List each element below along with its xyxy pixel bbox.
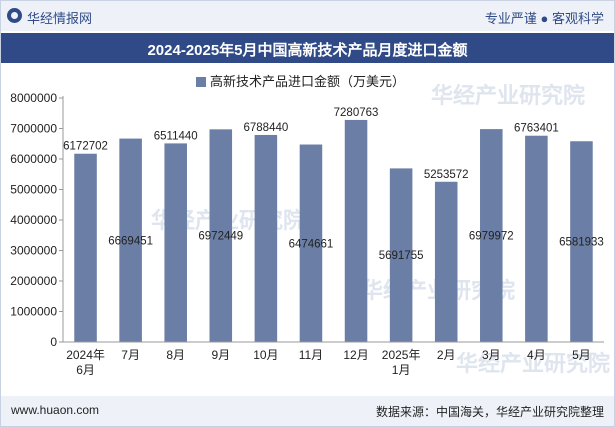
data-label: 6788440: [243, 122, 288, 134]
bar-chart: 华经产业研究院华经产业研究院华经产业研究院华经产业研究院 高新技术产品进口金额（…: [10, 74, 610, 377]
bar: [525, 135, 548, 342]
y-tick-label: 2000000: [10, 274, 57, 288]
data-label: 6581933: [559, 237, 604, 249]
x-tick-label: 9月: [211, 348, 230, 362]
data-label: 5691755: [379, 250, 424, 262]
data-label: 6172702: [63, 141, 108, 153]
y-tick-label: 1000000: [10, 305, 57, 319]
data-label: 6972449: [198, 231, 243, 243]
watermark-text: 华经产业研究院: [431, 83, 585, 108]
tagline: 专业严谨 ● 客观科学: [484, 11, 604, 26]
bar: [119, 138, 142, 342]
bar: [344, 119, 368, 342]
bar: [164, 143, 187, 342]
bar: [389, 168, 413, 342]
x-tick-label: 7月: [121, 348, 140, 362]
data-source: 数据来源：中国海关，华经产业研究院整理: [375, 405, 604, 419]
y-tick-label: 6000000: [10, 152, 57, 166]
y-tick-label: 5000000: [10, 183, 57, 197]
x-tick-label: 3月: [482, 348, 501, 362]
x-tick-label: 4月: [527, 348, 546, 362]
bar: [480, 129, 503, 342]
data-label: 6669451: [108, 235, 153, 247]
legend-label: 高新技术产品进口金额（万美元）: [210, 74, 405, 89]
x-tick-label: 8月: [166, 348, 185, 362]
x-tick-label: 2月: [437, 348, 456, 362]
brand-name: 华经情报网: [27, 11, 93, 26]
x-tick-label: 10月: [253, 348, 278, 362]
data-label: 6474661: [289, 238, 334, 250]
data-label: 6763401: [514, 123, 559, 135]
bar: [570, 141, 593, 342]
bar: [209, 129, 233, 342]
data-label: 7280763: [334, 107, 379, 119]
site-url[interactable]: www.huaon.com: [11, 403, 100, 417]
x-tick-label: 11月: [299, 348, 323, 362]
title-bar: 2024-2025年5月中国高新技术产品月度进口金额: [1, 33, 614, 63]
y-tick-label: 0: [50, 335, 57, 349]
x-tick-label: 5月: [572, 348, 591, 362]
data-label: 6511440: [154, 130, 198, 142]
y-tick-label: 7000000: [10, 122, 57, 136]
y-tick-label: 3000000: [10, 244, 57, 258]
bar: [434, 181, 458, 342]
x-tick-label: 2024年 6月: [66, 348, 105, 377]
data-label: 5253572: [424, 169, 469, 181]
chart-title: 2024-2025年5月中国高新技术产品月度进口金额: [147, 42, 468, 59]
bar: [254, 134, 278, 342]
data-label: 6979972: [469, 231, 514, 243]
legend-swatch: [196, 77, 206, 87]
bar: [74, 153, 97, 342]
y-tick-label: 4000000: [10, 213, 57, 227]
x-tick-label: 2025年 1月: [382, 348, 421, 377]
bar: [299, 144, 323, 342]
footer-bar: www.huaon.com 数据来源：中国海关，华经产业研究院整理: [1, 396, 614, 426]
y-tick-label: 8000000: [10, 91, 57, 105]
brand-logo-icon: [7, 8, 22, 23]
watermark-text: 华经产业研究院: [456, 351, 610, 376]
x-tick-label: 12月: [343, 348, 368, 362]
top-bar: 华经情报网 专业严谨 ● 客观科学: [1, 1, 614, 31]
